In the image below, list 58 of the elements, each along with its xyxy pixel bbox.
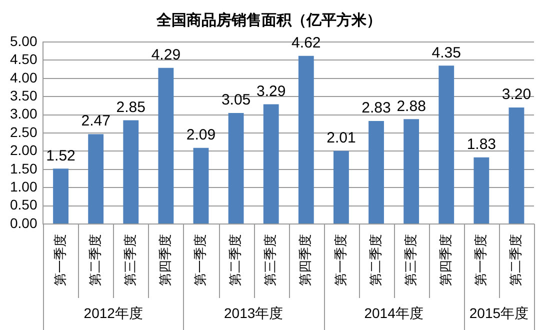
data-label: 2.83	[362, 100, 391, 117]
x-tick-label: 第三季度	[122, 234, 138, 286]
bar	[123, 120, 139, 224]
data-label: 2.09	[186, 126, 216, 144]
data-label: 3.05	[221, 92, 251, 109]
bar	[158, 68, 174, 224]
text: 2013年度	[224, 304, 284, 321]
x-tick-label: 第四季度	[158, 234, 173, 286]
data-label: 4.62	[292, 34, 321, 52]
x-tick-label: 第四季度	[298, 234, 313, 286]
x-tick-label: 第一季度	[473, 234, 488, 286]
x-tick-label: 第二季度	[508, 234, 524, 286]
y-tick-label: 1.00	[10, 178, 38, 194]
y-tick-label: 0.00	[10, 214, 38, 231]
x-tick-label: 第二季度	[228, 234, 243, 286]
data-label: 4.35	[432, 44, 461, 62]
x-tick-label: 第二季度	[87, 234, 102, 286]
x-tick-label: 第一季度	[52, 234, 68, 286]
y-tick-label: 4.50	[10, 51, 38, 68]
y-tick-label: 4.00	[10, 69, 38, 86]
y-tick-label: 1.50	[10, 160, 38, 176]
bar	[368, 120, 384, 224]
data-label: 1.83	[466, 136, 496, 154]
text: 2012年度	[84, 304, 143, 321]
data-label: 3.20	[502, 86, 532, 104]
y-tick-label: 3.50	[10, 87, 38, 104]
data-label: 2.01	[326, 129, 356, 146]
bar	[228, 112, 244, 224]
x-tick-label: 第一季度	[192, 234, 208, 286]
y-tick-label: 3.00	[10, 106, 38, 122]
x-tick-label: 第三季度	[262, 234, 278, 286]
bar	[298, 56, 314, 224]
bar	[508, 108, 524, 224]
bar	[88, 134, 104, 224]
bar	[333, 150, 349, 224]
data-label: 4.29	[151, 46, 181, 64]
x-tick-label: 第一季度	[332, 234, 348, 286]
data-label: 2.47	[81, 112, 110, 130]
bar	[263, 104, 279, 224]
y-tick-label: 5.00	[10, 32, 38, 49]
chart-title: 全国商品房销售面积（亿平方米）	[156, 10, 382, 29]
y-tick-label: 0.50	[10, 196, 38, 213]
bar	[53, 168, 68, 224]
data-label: 3.29	[256, 82, 286, 100]
data-label: 2.85	[116, 98, 146, 116]
bar	[193, 148, 209, 224]
x-tick-label: 第四季度	[438, 234, 453, 286]
text: 2015年度	[469, 304, 529, 321]
text: 2014年度	[364, 304, 424, 321]
x-tick-label: 第二季度	[368, 234, 383, 286]
y-tick-label: 2.00	[10, 142, 38, 158]
data-label: 2.88	[396, 98, 426, 115]
x-tick-label: 第三季度	[402, 234, 418, 286]
bar	[474, 157, 490, 224]
y-tick-label: 2.50	[10, 124, 38, 140]
bar	[438, 66, 454, 224]
data-label: 1.52	[46, 147, 76, 164]
bar	[404, 119, 420, 224]
